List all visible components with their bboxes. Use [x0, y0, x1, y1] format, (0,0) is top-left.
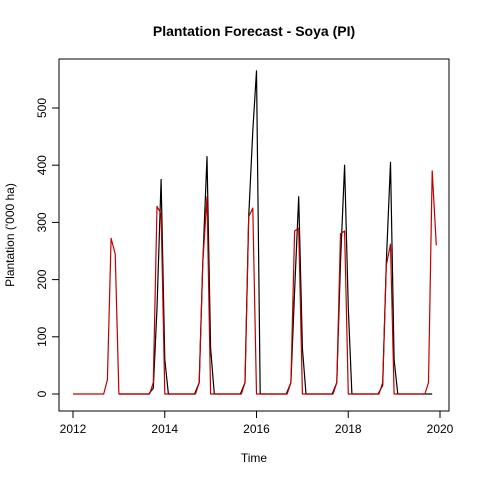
- series-layer: [73, 70, 437, 395]
- x-tick-label: 2016: [243, 422, 270, 436]
- y-tick-label: 0: [35, 390, 49, 397]
- series-line-black: [118, 70, 433, 395]
- chart-title: Plantation Forecast - Soya (PI): [153, 23, 355, 39]
- x-tick-label: 2020: [427, 422, 454, 436]
- y-axis-label: Plantation ('000 ha): [3, 183, 17, 287]
- y-tick-label: 200: [35, 269, 49, 289]
- x-axis-label: Time: [241, 451, 268, 465]
- x-tick-label: 2018: [335, 422, 362, 436]
- y-tick-label: 400: [35, 155, 49, 175]
- series-line-red: [73, 170, 437, 395]
- y-tick-label: 300: [35, 212, 49, 232]
- y-tick-label: 100: [35, 326, 49, 346]
- x-tick-label: 2012: [60, 422, 87, 436]
- y-tick-label: 500: [35, 98, 49, 118]
- x-tick-label: 2014: [151, 422, 178, 436]
- x-axis: 2012 2014 2016 2018 2020: [60, 410, 454, 436]
- y-axis: 0 100 200 300 400 500: [35, 98, 60, 397]
